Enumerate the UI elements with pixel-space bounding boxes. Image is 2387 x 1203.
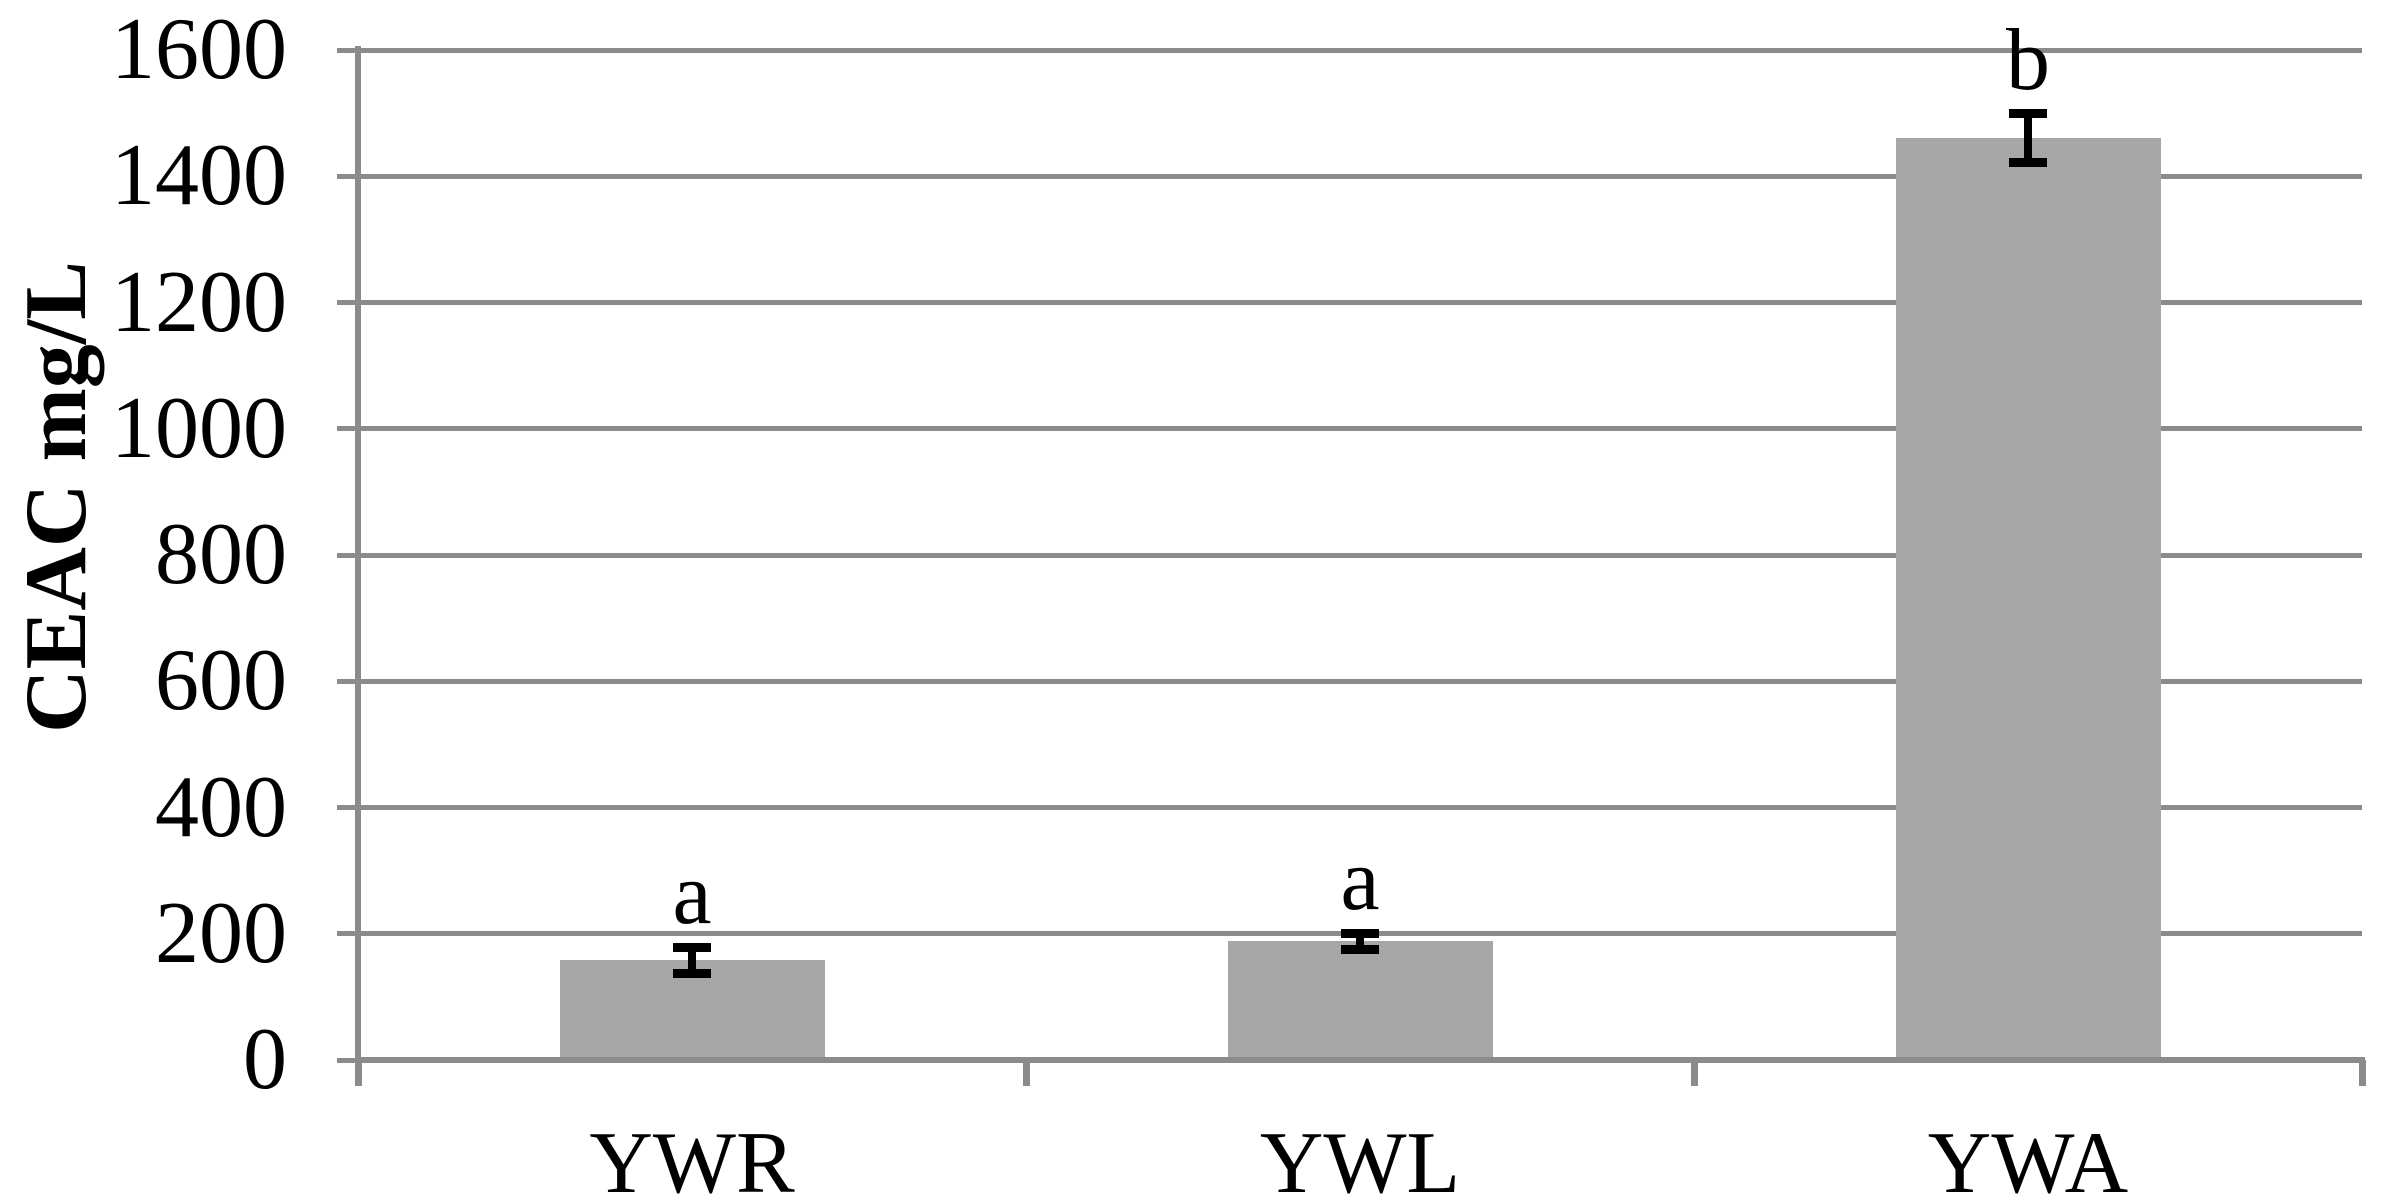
x-category-label: YWA [1927,1115,2129,1203]
error-bar-cap-bottom [1341,945,1379,955]
y-tick-label: 0 [243,1011,287,1108]
bar [1895,137,2161,1060]
error-bar-cap-top [673,942,711,952]
error-bar-cap-bottom [2009,157,2047,167]
x-category-label: YWL [1259,1115,1461,1203]
gridline [358,678,2362,684]
error-bar-stem [2024,113,2032,163]
y-tick-label: 600 [155,632,287,730]
x-axis-tick [1022,1060,1030,1086]
y-tick-label: 1600 [111,1,287,98]
y-tick-label: 1400 [111,127,287,225]
y-axis-tick [337,1057,359,1063]
significance-letter: a [672,846,712,943]
gridline [358,426,2362,432]
x-axis-tick [1690,1060,1698,1086]
y-axis-tick [337,173,359,179]
y-tick-label: 400 [155,758,287,856]
y-axis-tick [337,300,359,305]
y-axis-line [355,46,361,1063]
gridline [358,552,2362,558]
y-axis-tick [337,931,359,937]
gridline [358,173,2362,179]
error-bar-cap-top [2009,108,2047,118]
bar [1227,941,1493,1060]
x-category-label: YWR [589,1115,795,1203]
y-axis-tick [337,805,359,810]
y-axis-tick [337,47,359,53]
x-axis-line [355,1057,2365,1063]
gridline [358,805,2362,810]
y-tick-label: 200 [155,884,287,982]
x-axis-tick [2358,1060,2366,1086]
error-bar-stem [1356,933,1364,950]
error-bar-cap-bottom [673,969,711,979]
x-axis-tick [354,1060,362,1086]
significance-letter: b [2006,12,2050,110]
y-axis-tick [337,678,359,684]
error-bar-cap-top [1341,928,1379,938]
gridline [358,300,2362,305]
y-tick-label: 800 [155,506,287,603]
y-axis-tick [337,552,359,558]
gridline [358,47,2362,53]
significance-letter: a [1340,832,1380,930]
y-tick-label: 1000 [111,379,287,477]
y-tick-label: 1200 [111,253,287,351]
error-bar-stem [688,947,696,974]
y-axis-tick [337,426,359,432]
